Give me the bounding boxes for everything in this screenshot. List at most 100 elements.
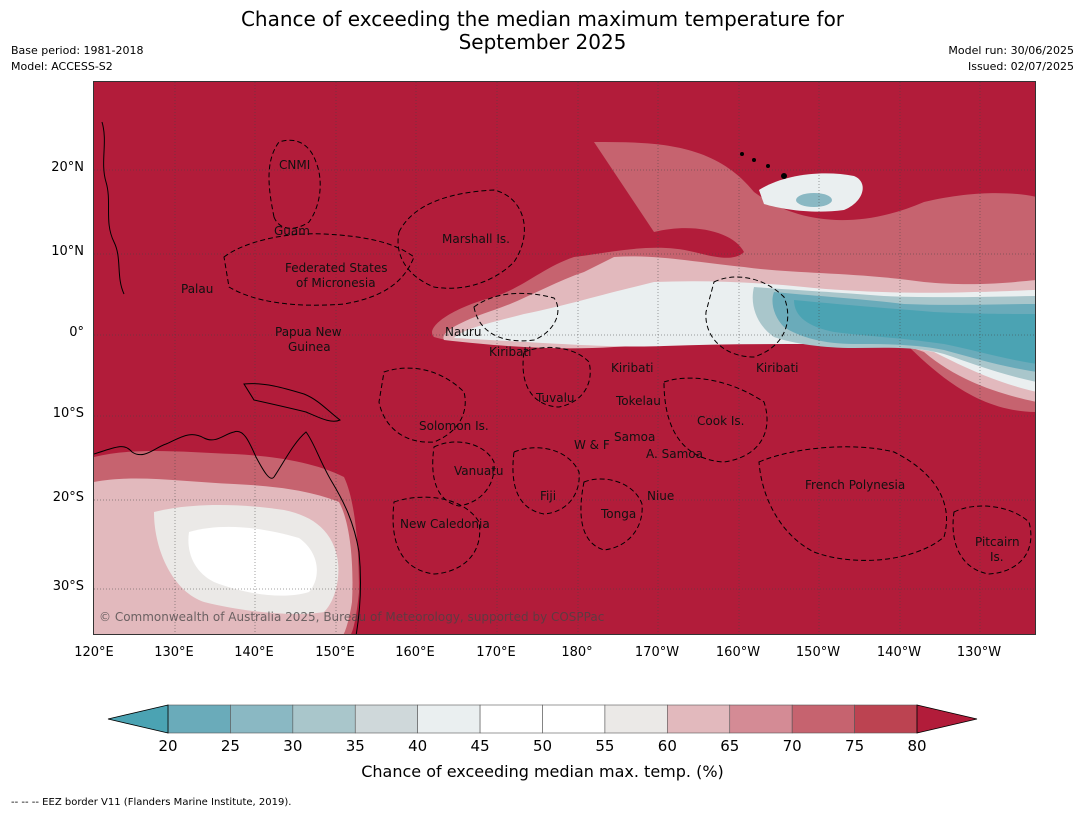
colorbar-swatch [604,704,668,734]
base-period: Base period: 1981-2018 [11,44,144,57]
label-american-samoa: A. Samoa [646,447,703,461]
colorbar-swatch [417,704,481,734]
lon-label-160e: 160°E [395,645,435,660]
lon-label-160w: 160°W [715,645,761,660]
eez-solomon [378,367,466,443]
label-niue: Niue [647,489,675,503]
colorbar-swatch [729,704,793,734]
lon-label-150w: 150°W [795,645,841,660]
label-kiribati-west: Kiribati [489,345,532,359]
colorbar-swatch [667,704,731,734]
lat-label-equator: 0° [69,325,84,340]
label-marshall-islands: Marshall Is. [442,232,510,246]
label-pitcairn-line1: Pitcairn [975,535,1020,549]
issued-date: Issued: 02/07/2025 [967,60,1074,73]
label-wallis-futuna: W & F [574,438,610,452]
colorbar-swatch [230,704,294,734]
eez-new-caledonia [392,496,481,575]
label-french-polynesia: French Polynesia [805,478,906,492]
colorbar-tick-label: 45 [470,737,490,755]
label-new-caledonia: New Caledonia [400,517,490,531]
label-kiribati-east: Kiribati [756,361,799,375]
australia-coastline [94,430,361,634]
map-canvas [94,82,1035,634]
lon-label-130e: 130°E [154,645,194,660]
colorbar-swatch [542,704,606,734]
australia-interior-white [188,526,317,596]
png-coastline [243,383,341,422]
label-guam: Guam [274,224,310,238]
colorbar-tick-label: 35 [345,737,365,755]
lon-label-150e: 150°E [315,645,355,660]
colorbar-swatch [854,704,918,734]
lon-label-180: 180° [561,645,593,660]
lon-label-140w: 140°W [876,645,922,660]
eez-marshall [397,189,525,289]
coastlines [94,121,361,634]
eez-footnote: -- -- -- EEZ border V11 (Flanders Marine… [11,797,292,808]
cool-band-core [794,300,1035,364]
colorbar-swatch [791,704,855,734]
label-fiji: Fiji [540,489,557,503]
eez-tuvalu [522,346,591,408]
colorbar-tick-label: 65 [720,737,740,755]
lat-label-20s: 20°S [52,490,84,505]
colorbar-swatch [354,704,418,734]
hawaii-cool-core [796,193,832,207]
island-hawaii [781,173,787,179]
colorbar-swatches [167,704,918,734]
label-cook-islands: Cook Is. [697,414,745,428]
colorbar-tick-label: 20 [158,737,178,755]
label-vanuatu: Vanuatu [454,464,504,478]
model-name: Model: ACCESS-S2 [11,60,113,73]
label-tuvalu: Tuvalu [536,391,575,405]
label-tokelau: Tokelau [616,394,661,408]
meta-right: Model run: 30/06/2025 Issued: 02/07/2025 [948,43,1074,75]
eez-borders [223,139,1032,575]
eez-fsm [223,233,415,306]
label-fsm-line1: Federated States [285,261,388,275]
lon-label-170w: 170°W [634,645,680,660]
colorbar-tick-label: 60 [657,737,677,755]
colorbar-tick-label: 40 [408,737,428,755]
label-fsm-line2: of Micronesia [296,276,376,290]
title-line-2: September 2025 [458,30,627,54]
lat-label-10n: 10°N [51,244,84,259]
colorbar-tick-label: 30 [283,737,303,755]
hawaii-islands [740,152,787,179]
meta-left: Base period: 1981-2018 Model: ACCESS-S2 [11,43,143,75]
eez-fiji [512,447,580,515]
colorbar [107,704,978,734]
lon-label-140e: 140°E [234,645,274,660]
lat-label-20n: 20°N [51,160,84,175]
label-kiribati-central: Kiribati [611,361,654,375]
philippines-coastline [101,121,125,295]
eez-vanuatu [432,441,495,507]
colorbar-low-arrow [107,704,169,734]
island-oahu [752,158,756,162]
graticule [94,82,1035,634]
title-line-1: Chance of exceeding the median maximum t… [240,7,845,31]
colorbar-swatch [167,704,231,734]
lon-label-170e: 170°E [476,645,516,660]
colorbar-high-arrow [916,704,978,734]
label-tonga: Tonga [601,507,637,521]
eez-kiribati-central [473,292,559,342]
colorbar-tick-label: 70 [782,737,802,755]
label-solomon-islands: Solomon Is. [419,419,489,433]
colorbar-swatch [479,704,543,734]
label-png-line1: Papua New [275,325,342,339]
colorbar-swatch [292,704,356,734]
lat-label-10s: 10°S [52,406,84,421]
map-title: Chance of exceeding the median maximum t… [0,8,1085,54]
label-pitcairn-line2: Is. [990,550,1004,564]
copyright-notice: © Commonwealth of Australia 2025, Bureau… [99,610,605,624]
island-kauai [740,152,744,156]
model-run: Model run: 30/06/2025 [948,44,1074,57]
label-samoa: Samoa [614,430,656,444]
lon-label-120e: 120°E [74,645,114,660]
colorbar-label: Chance of exceeding median max. temp. (%… [361,762,724,781]
eez-cnmi [268,139,321,229]
hawaii-cool-patch [759,173,863,212]
map-panel [93,81,1036,635]
